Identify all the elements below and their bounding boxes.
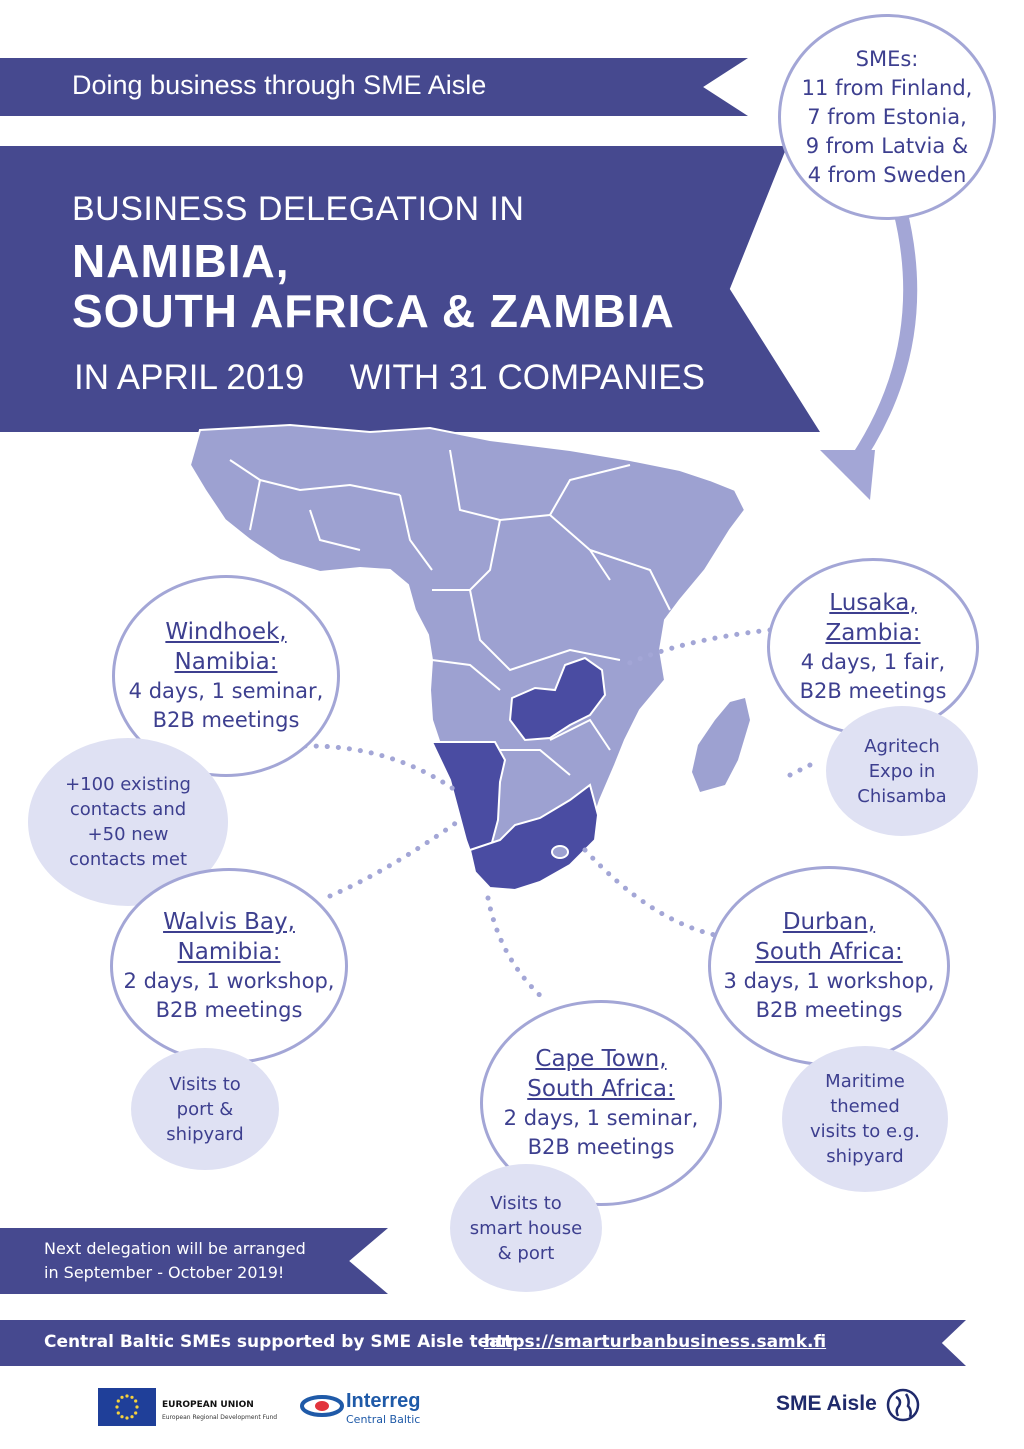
africa-map: [188, 423, 750, 892]
contacts-line: +100 existing: [65, 774, 191, 795]
tagline-text: Doing business through SME Aisle: [72, 70, 487, 100]
contacts-line: contacts and: [69, 799, 187, 820]
maritime-line: shipyard: [826, 1146, 904, 1167]
durban-detail: 3 days, 1 workshop,: [723, 969, 935, 993]
lesotho-shape: [551, 845, 569, 859]
windhoek-circle: Windhoek, Namibia: 4 days, 1 seminar, B2…: [112, 575, 340, 777]
interreg-title: Interreg: [346, 1390, 421, 1412]
maritime-line: themed: [830, 1096, 900, 1117]
next-line: Next delegation will be arranged: [44, 1239, 306, 1258]
durban-circle: Durban, South Africa: 3 days, 1 workshop…: [708, 866, 950, 1066]
agritech-line: Expo in: [868, 760, 936, 782]
title-date-text: IN APRIL 2019: [74, 358, 305, 397]
port-line: port &: [176, 1098, 234, 1120]
durban-country: South Africa:: [755, 939, 903, 965]
capetown-title: Cape Town,: [535, 1046, 667, 1072]
port-line: Visits to: [169, 1073, 241, 1095]
eu-subtitle: European Regional Development Fund: [162, 1414, 278, 1421]
durban-title: Durban,: [782, 909, 876, 935]
smarthouse-line: smart house: [469, 1217, 583, 1239]
port-line: shipyard: [166, 1123, 244, 1145]
country-borders: [229, 449, 671, 776]
next-line: in September - October 2019!: [44, 1263, 285, 1282]
windhoek-detail: 4 days, 1 seminar,: [128, 679, 324, 703]
title-pre: BUSINESS DELEGATION IN: [72, 190, 525, 228]
walvis-title: Walvis Bay,: [163, 909, 295, 935]
interreg-subtitle: Central Baltic: [346, 1413, 421, 1426]
agritech-line: Chisamba: [857, 785, 947, 807]
windhoek-detail: B2B meetings: [152, 708, 300, 732]
capetown-detail: 2 days, 1 seminar,: [503, 1106, 699, 1130]
lusaka-detail: 4 days, 1 fair,: [800, 650, 946, 674]
lusaka-detail: B2B meetings: [799, 679, 947, 703]
walvis-detail: 2 days, 1 workshop,: [123, 969, 335, 993]
lusaka-circle: Lusaka, Zambia: 4 days, 1 fair, B2B meet…: [767, 558, 979, 736]
eu-title: EUROPEAN UNION: [162, 1400, 254, 1410]
support-banner: Central Baltic SMEs supported by SME Ais…: [0, 1320, 966, 1366]
sme-arrow: [820, 203, 918, 500]
smes-line: 11 from Finland,: [801, 75, 973, 100]
smarthouse-line: Visits to: [490, 1192, 562, 1214]
capetown-detail: B2B meetings: [527, 1135, 675, 1159]
zambia-shape: [508, 656, 607, 742]
next-delegation-banner: Next delegation will be arranged in Sept…: [0, 1228, 388, 1294]
title-banner: BUSINESS DELEGATION IN NAMIBIA, SOUTH AF…: [0, 146, 820, 432]
walvis-bay-circle: Walvis Bay, Namibia: 2 days, 1 workshop,…: [110, 868, 348, 1064]
tagline-banner: Doing business through SME Aisle: [0, 58, 748, 116]
maritime-line: Maritime: [825, 1071, 905, 1092]
interreg-logo-icon: [300, 1395, 344, 1417]
maritime-line: visits to e.g.: [810, 1121, 920, 1142]
durban-detail: B2B meetings: [755, 998, 903, 1022]
smes-heading: SMEs:: [855, 46, 919, 71]
agritech-line: Agritech: [864, 735, 940, 757]
agritech-bubble: Agritech Expo in Chisamba: [826, 706, 978, 836]
capetown-country: South Africa:: [527, 1076, 675, 1102]
globe-icon: [886, 1388, 920, 1422]
eu-stars-icon: [115, 1394, 139, 1420]
website-link[interactable]: https://smarturbanbusiness.samk.fi: [484, 1332, 827, 1352]
port-visits-bubble: Visits to port & shipyard: [131, 1048, 279, 1170]
south-africa-shape: [468, 783, 600, 892]
sme-aisle-logo-text: SME Aisle: [776, 1392, 877, 1415]
smes-line: 4 from Sweden: [807, 162, 967, 187]
support-text: Central Baltic SMEs supported by SME Ais…: [44, 1332, 519, 1352]
title-date: IN APRIL 2019 WITH 31 COMPANIES: [74, 358, 705, 398]
maritime-bubble: Maritime themed visits to e.g. shipyard: [782, 1046, 948, 1192]
contacts-bubble: +100 existing contacts and +50 new conta…: [28, 738, 228, 906]
lusaka-country: Zambia:: [825, 620, 921, 646]
smarthouse-line: & port: [497, 1242, 555, 1264]
contacts-line: +50 new: [87, 824, 169, 845]
smart-house-bubble: Visits to smart house & port: [450, 1164, 602, 1292]
title-companies-text: WITH 31 COMPANIES: [349, 358, 705, 397]
title-line2: SOUTH AFRICA & ZAMBIA: [72, 285, 675, 337]
title-line1: NAMIBIA,: [72, 235, 290, 287]
windhoek-country: Namibia:: [174, 649, 278, 675]
smes-line: 9 from Latvia &: [805, 133, 969, 158]
smes-line: 7 from Estonia,: [807, 104, 967, 129]
smes-circle: SMEs: 11 from Finland, 7 from Estonia, 9…: [778, 14, 996, 220]
walvis-country: Namibia:: [177, 939, 281, 965]
eu-flag-icon: [98, 1388, 156, 1426]
walvis-detail: B2B meetings: [155, 998, 303, 1022]
windhoek-title: Windhoek,: [165, 619, 287, 645]
lusaka-title: Lusaka,: [829, 590, 917, 616]
madagascar-shape: [692, 698, 750, 792]
contacts-line: contacts met: [68, 849, 188, 870]
